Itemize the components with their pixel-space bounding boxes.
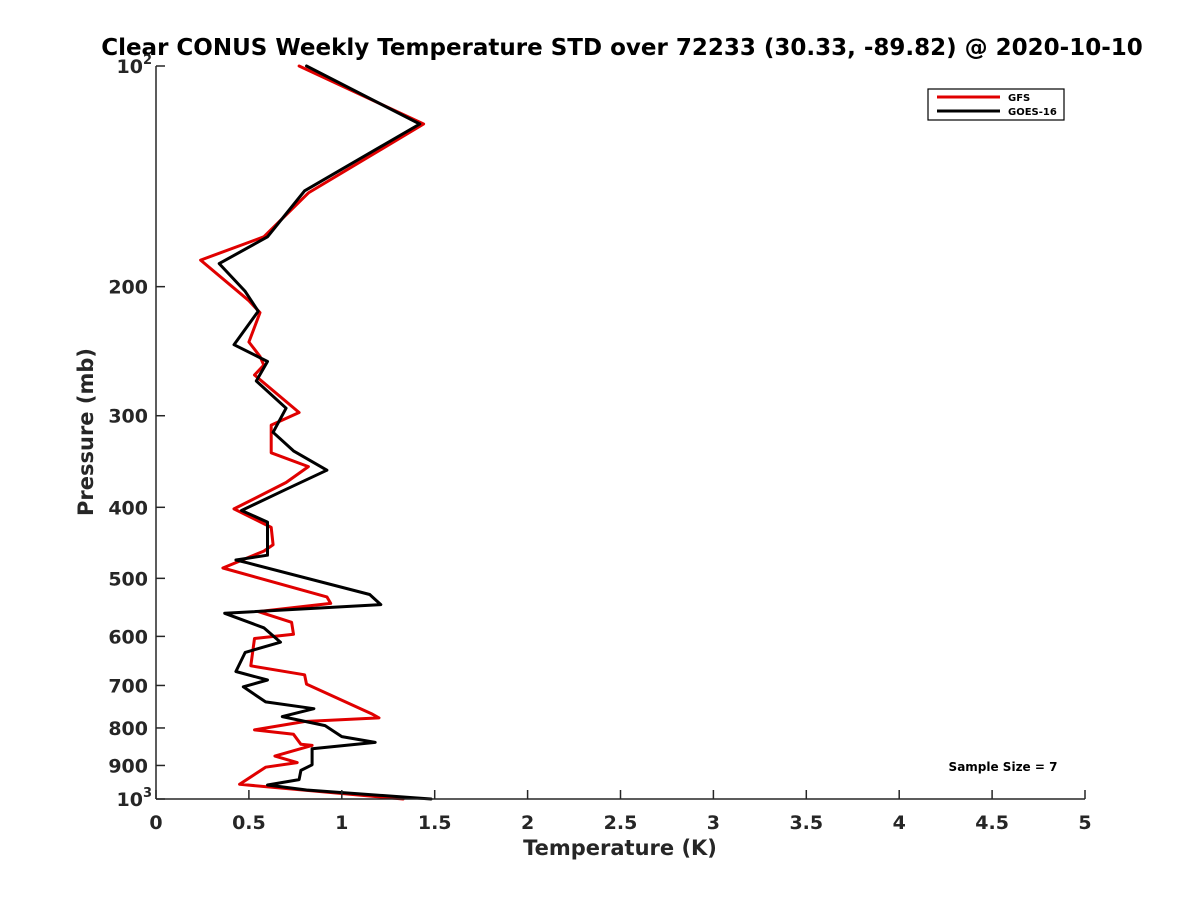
x-axis-label: Temperature (K) xyxy=(523,836,717,860)
x-tick-label: 1.5 xyxy=(418,812,452,834)
x-tick-label: 0.5 xyxy=(232,812,266,834)
y-axis-label: Pressure (mb) xyxy=(74,348,98,516)
y-tick-exponent: 3 xyxy=(143,786,152,801)
chart-title: Clear CONUS Weekly Temperature STD over … xyxy=(101,35,1143,61)
sample-size-annotation: Sample Size = 7 xyxy=(949,760,1058,774)
series-line-gfs xyxy=(199,64,426,801)
x-tick-label: 2.5 xyxy=(604,812,638,834)
legend-label: GOES-16 xyxy=(1008,107,1057,118)
y-tick-label: 500 xyxy=(108,568,148,590)
x-tick-label: 1 xyxy=(335,812,348,834)
legend-box xyxy=(927,88,1065,121)
y-tick-label: 800 xyxy=(108,718,148,740)
y-tick-label: 10 xyxy=(117,56,143,78)
y-tick-label: 10 xyxy=(117,789,143,811)
series-line-goes-16 xyxy=(217,64,433,801)
x-tick-label: 3.5 xyxy=(789,812,823,834)
x-tick-label: 4 xyxy=(893,812,906,834)
y-tick-label: 300 xyxy=(108,406,148,428)
x-tick-label: 4.5 xyxy=(975,812,1009,834)
y-tick-label: 900 xyxy=(108,755,148,777)
legend: GFS GOES-16 xyxy=(927,88,1065,121)
y-tick-label: 400 xyxy=(108,497,148,519)
x-tick-label: 3 xyxy=(707,812,720,834)
x-ticks: 0 0.5 1 1.5 2 2.5 3 3.5 4 4.5 5 xyxy=(149,790,1092,834)
series-layer xyxy=(199,64,433,801)
x-tick-label: 0 xyxy=(149,812,162,834)
legend-label: GFS xyxy=(1008,93,1030,104)
y-tick-exponent: 2 xyxy=(143,53,152,68)
y-tick-label: 700 xyxy=(108,675,148,697)
x-tick-label: 2 xyxy=(521,812,534,834)
plot-background xyxy=(156,66,1085,799)
y-tick-label: 200 xyxy=(108,277,148,299)
x-tick-label: 5 xyxy=(1078,812,1091,834)
plot-area: 0 0.5 1 1.5 2 2.5 3 3.5 4 4.5 5 10 2200300400500600… xyxy=(108,53,1091,834)
y-tick-label: 600 xyxy=(108,626,148,648)
